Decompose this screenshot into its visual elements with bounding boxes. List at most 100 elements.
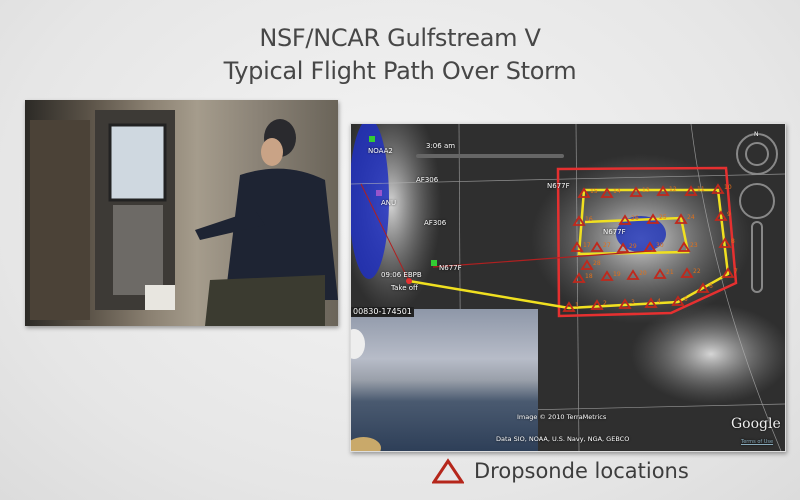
image-credit: Image © 2010 TerraMetrics bbox=[517, 413, 607, 421]
aircraft-cabin-photo bbox=[25, 100, 338, 326]
dropsonde-marker[interactable] bbox=[711, 183, 725, 194]
compass-north-label: N bbox=[754, 131, 759, 138]
dropsonde-marker[interactable] bbox=[590, 299, 604, 310]
data-credit: Data SIO, NOAA, U.S. Navy, NGA, GEBCO bbox=[496, 435, 630, 443]
dropsonde-number: 13 bbox=[642, 187, 650, 194]
dropsonde-marker[interactable] bbox=[721, 267, 735, 278]
flight-path bbox=[408, 188, 730, 310]
dropsonde-marker[interactable] bbox=[684, 185, 698, 196]
zoom-slider[interactable] bbox=[751, 221, 763, 293]
dropsonde-marker[interactable] bbox=[718, 237, 732, 248]
dropsonde-number: 1 bbox=[575, 302, 579, 309]
dropsonde-marker[interactable] bbox=[674, 213, 688, 224]
engine-nacelle bbox=[351, 437, 381, 451]
dropsonde-number: 15 bbox=[590, 188, 598, 195]
dropsonde-marker[interactable] bbox=[656, 185, 670, 196]
radar-echo bbox=[616, 216, 666, 252]
dropsonde-marker[interactable] bbox=[644, 297, 658, 308]
dropsonde-number: 8 bbox=[731, 238, 735, 245]
aircraft-label: N677F bbox=[547, 182, 570, 190]
time-label: 3:06 am bbox=[426, 142, 456, 150]
dropsonde-number: 3 bbox=[631, 299, 635, 306]
track-line bbox=[432, 250, 652, 268]
slide-title-line2: Typical Flight Path Over Storm bbox=[223, 57, 577, 85]
aircraft-label: AF306 bbox=[424, 219, 447, 227]
dropsonde-marker[interactable] bbox=[572, 272, 586, 283]
aircraft-marker bbox=[431, 260, 437, 266]
slide-title-line1: NSF/NCAR Gulfstream V bbox=[259, 24, 541, 52]
dropsonde-marker[interactable] bbox=[590, 241, 604, 252]
dropsonde-marker[interactable] bbox=[618, 298, 632, 309]
aircraft-label: N677F bbox=[439, 264, 462, 272]
wingtip-pod bbox=[351, 329, 365, 359]
graticule bbox=[351, 124, 785, 451]
dropsonde-number: 10 bbox=[724, 184, 732, 191]
dropsonde-marker[interactable] bbox=[629, 186, 643, 197]
dropsonde-number: 5 bbox=[684, 296, 688, 303]
google-logo: Google bbox=[731, 416, 781, 432]
dropsonde-marker[interactable] bbox=[570, 241, 584, 252]
inflight-video-inset bbox=[351, 309, 538, 451]
dropsonde-number: 18 bbox=[585, 273, 593, 280]
dropsonde-marker[interactable] bbox=[696, 282, 710, 293]
takeoff-label: Take off bbox=[391, 284, 418, 292]
dropsonde-marker[interactable] bbox=[572, 215, 586, 226]
terms-of-use-link[interactable]: Terms of Use bbox=[741, 439, 774, 445]
dropsonde-marker[interactable] bbox=[600, 270, 614, 281]
dropsonde-number: 14 bbox=[613, 188, 621, 195]
dropsonde-marker[interactable] bbox=[562, 301, 576, 312]
dropsonde-number: 20 bbox=[639, 270, 647, 277]
dropsonde-number: 16 bbox=[585, 216, 593, 223]
dropsonde-marker[interactable] bbox=[580, 259, 594, 270]
dropsonde-number: 7 bbox=[734, 268, 738, 275]
dropsonde-number: 2 bbox=[603, 300, 607, 307]
dropsonde-number: 11 bbox=[697, 186, 705, 193]
dropsonde-number: 22 bbox=[693, 268, 701, 275]
aircraft-label: ANU bbox=[381, 199, 397, 207]
dropsonde-number: 4 bbox=[657, 298, 661, 305]
dropsonde-marker[interactable] bbox=[643, 241, 657, 252]
compass-control[interactable] bbox=[736, 133, 778, 293]
storm-box bbox=[556, 166, 738, 318]
cabin-illustration bbox=[30, 110, 338, 326]
dropsonde-marker[interactable] bbox=[677, 241, 691, 252]
aircraft-marker bbox=[369, 136, 375, 142]
dropsonde-marker[interactable] bbox=[600, 187, 614, 198]
dropsonde-number: 12 bbox=[669, 186, 677, 193]
legend-label: Dropsonde locations bbox=[474, 459, 689, 483]
dropsonde-marker[interactable] bbox=[714, 210, 728, 221]
track-line bbox=[360, 183, 410, 282]
dropsonde-number: 29 bbox=[629, 243, 637, 250]
aircraft-label: AF306 bbox=[416, 176, 439, 184]
dropsonde-number: 30 bbox=[656, 242, 664, 249]
takeoff-marker bbox=[406, 278, 412, 284]
dropsonde-marker[interactable] bbox=[680, 267, 694, 278]
dropsonde-marker[interactable] bbox=[646, 213, 660, 224]
dropsonde-number: 28 bbox=[593, 260, 601, 267]
dropsonde-number: 25 bbox=[659, 214, 667, 221]
triangle-outline-icon bbox=[432, 458, 464, 484]
dropsonde-number: 19 bbox=[613, 271, 621, 278]
aircraft-label: N677F bbox=[603, 228, 626, 236]
legend: Dropsonde locations bbox=[432, 458, 689, 484]
dropsonde-marker[interactable] bbox=[671, 295, 685, 306]
dropsonde-marker[interactable] bbox=[653, 268, 667, 279]
aircraft-marker bbox=[376, 190, 382, 196]
dropsonde-marker[interactable] bbox=[616, 242, 630, 253]
flight-track-map[interactable]: 1 2 3 4 5 6 7 8 9 10 11 12 13 14 15 16 17 18 19 20 21 22 23 24 2… bbox=[350, 123, 786, 452]
dropsonde-number: 17 bbox=[583, 242, 591, 249]
takeoff-time: 09:06 EBPB bbox=[381, 271, 422, 279]
dropsonde-marker[interactable] bbox=[626, 269, 640, 280]
dropsonde-number: 27 bbox=[603, 242, 611, 249]
time-slider[interactable] bbox=[416, 154, 564, 158]
video-timestamp: 00830-174501 bbox=[351, 307, 414, 317]
dropsonde-number: 23 bbox=[690, 242, 698, 249]
dropsonde-marker[interactable] bbox=[577, 187, 591, 198]
dropsonde-number: 24 bbox=[687, 214, 695, 221]
dropsonde-number: 21 bbox=[666, 269, 674, 276]
dropsonde-number: 6 bbox=[709, 283, 713, 290]
dropsonde-marker[interactable] bbox=[618, 214, 632, 225]
dropsonde-number: 9 bbox=[727, 211, 731, 218]
aircraft-label: NOAA2 bbox=[368, 147, 393, 155]
